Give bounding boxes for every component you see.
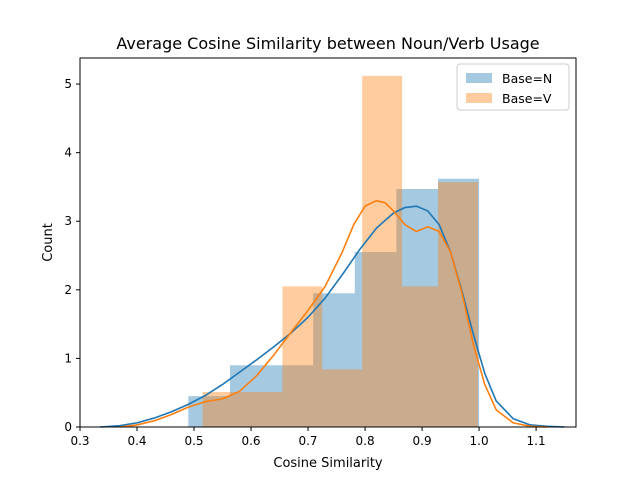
x-tick-label: 0.9 (413, 434, 432, 448)
y-tick-label: 2 (64, 283, 72, 297)
legend-label-series-0: Base=N (502, 71, 552, 86)
histogram-bar-series-0-bin-3 (313, 293, 355, 427)
x-tick-label: 0.3 (70, 434, 89, 448)
y-axis-label: Count (41, 223, 56, 262)
kde-line-series-1 (119, 199, 548, 428)
y-tick-label: 1 (64, 351, 72, 365)
legend-box (456, 63, 570, 111)
histogram-bar-series-1-bin-4 (362, 75, 403, 428)
x-axis-label: Cosine Similarity (273, 456, 383, 471)
histogram-bar-series-1-bin-6 (438, 182, 478, 427)
plot-frame (79, 57, 577, 428)
histogram-bar-series-0-bin-2 (271, 365, 314, 427)
histogram-bar-series-1-bin-5 (402, 286, 439, 427)
kde-line-series-0 (99, 205, 565, 428)
chart-title: Average Cosine Similarity between Noun/V… (116, 34, 539, 53)
x-axis: 0.3 0.4 0.5 0.6 0.7 0.8 0.9 1.0 1.1 (70, 427, 546, 448)
x-tick-label: 0.7 (298, 434, 317, 448)
x-tick-label: 0.5 (184, 434, 203, 448)
histogram-bar-series-1-bin-0 (202, 392, 243, 427)
histogram-bar-series-0-bin-4 (354, 252, 397, 427)
y-tick-label: 5 (64, 77, 72, 91)
y-tick-label: 0 (64, 420, 72, 434)
legend-swatch-series-1 (466, 93, 492, 103)
legend-label-series-1: Base=V (502, 91, 552, 106)
x-tick-label: 0.8 (356, 434, 375, 448)
x-tick-label: 0.4 (127, 434, 146, 448)
y-tick-label: 3 (64, 214, 72, 228)
kde-curves (99, 199, 565, 428)
histogram-bar-series-1-bin-1 (242, 392, 283, 427)
x-tick-label: 0.6 (241, 434, 260, 448)
y-axis: 0 1 2 3 4 5 (64, 77, 80, 434)
histogram-bars (188, 75, 480, 428)
x-tick-label: 1.0 (470, 434, 489, 448)
legend: Base=N Base=V (456, 63, 570, 111)
x-tick-label: 1.1 (527, 434, 546, 448)
legend-swatch-series-0 (466, 73, 492, 83)
histogram-bar-series-1-bin-3 (322, 369, 363, 427)
histogram-bar-series-0-bin-1 (229, 365, 272, 427)
y-tick-label: 4 (64, 146, 72, 160)
histogram-bar-series-0-bin-6 (438, 178, 480, 427)
